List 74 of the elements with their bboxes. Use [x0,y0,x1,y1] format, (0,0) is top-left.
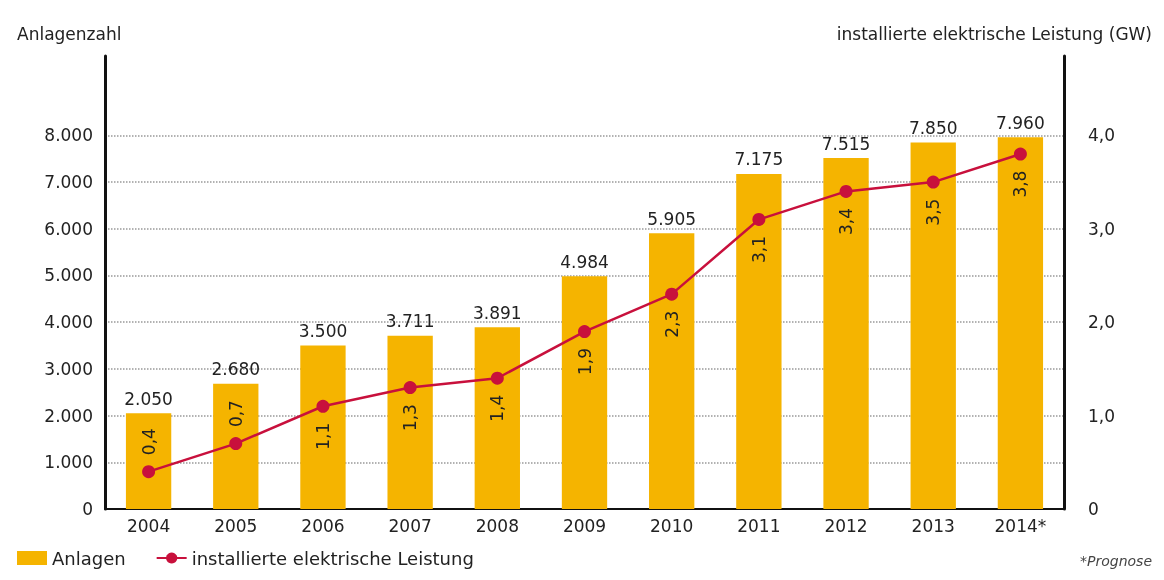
point [490,371,504,385]
y-tick-label: 8.000 [44,125,93,146]
y-tick-label: 5.000 [44,265,93,286]
point [926,175,940,189]
point [839,184,853,198]
data-label: 3,4 [836,207,857,235]
data-label: 5.905 [647,208,697,229]
y-tick-label: 7.000 [44,172,93,193]
data-label: 7.850 [908,117,958,138]
data-label: 0,7 [225,400,246,428]
data-label: 3,8 [1010,170,1031,198]
data-label: 2.680 [211,359,261,380]
data-label: 1,1 [312,422,333,450]
point [142,465,156,479]
y2-tick-label: 2,0 [1088,312,1116,333]
point [229,437,243,451]
x-tick-label: 2009 [562,515,607,536]
x-tick-label: 2011 [737,515,781,536]
y2-tick-label: 3,0 [1088,218,1116,239]
point [578,325,591,339]
data-label: 1,9 [574,348,595,376]
data-label: 4.984 [560,251,609,272]
text: *Prognose [1080,553,1152,569]
point [316,399,330,413]
data-label: 1,3 [400,404,421,432]
data-label: 1,4 [487,394,508,422]
x-tick-label: 2014* [994,515,1047,536]
y2-axis-title: installierte elektrische Leistung (GW) [836,23,1152,44]
x-tick-label: 2007 [388,515,432,536]
data-label: 0,4 [138,428,159,456]
y2-tick-label: 0 [1088,499,1099,519]
x-tick-label: 2006 [301,515,345,536]
bar [213,383,259,509]
bar [736,173,782,509]
x-tick-label: 2012 [824,515,868,536]
data-label: 3.711 [385,311,435,332]
point [403,381,417,395]
bar [474,327,520,509]
bar [823,158,869,509]
data-label: 7.175 [734,149,784,170]
x-tick-label: 2005 [214,515,258,536]
x-tick-label: 2004 [126,515,171,536]
data-label: 3,1 [748,235,769,263]
y2-tick-label: 1,0 [1088,405,1116,426]
data-label: 2,3 [661,310,682,338]
bar [125,413,172,509]
data-label: 3.891 [472,302,522,323]
y-tick-label: 0 [82,499,93,519]
legend-label: installierte elektrische Leistung [191,547,474,569]
point [665,287,679,301]
bar [300,345,346,509]
x-tick-label: 2013 [911,515,955,536]
bar [910,142,956,509]
bar [561,276,608,509]
data-label: 3.500 [298,321,348,342]
y-tick-label: 3.000 [44,358,93,379]
y2-tick-label: 4,0 [1088,125,1116,146]
y-tick-label: 4.000 [44,312,93,333]
data-label: 3,5 [923,198,944,226]
bar [387,335,433,509]
data-label: 7.515 [821,133,871,154]
bar [649,233,695,509]
point [1013,147,1027,161]
y-axis-title: Anlagenzahl [17,23,122,44]
legend-label: Anlagen [52,547,126,569]
data-label: 2.050 [124,388,173,409]
y-tick-label: 2.000 [44,405,93,426]
x-tick-label: 2008 [475,515,519,536]
point [752,212,766,226]
x-tick-label: 2010 [650,515,694,536]
y-tick-label: 1.000 [44,452,93,473]
y-tick-label: 6.000 [44,218,93,239]
bar [997,137,1044,509]
data-label: 7.960 [996,112,1045,133]
